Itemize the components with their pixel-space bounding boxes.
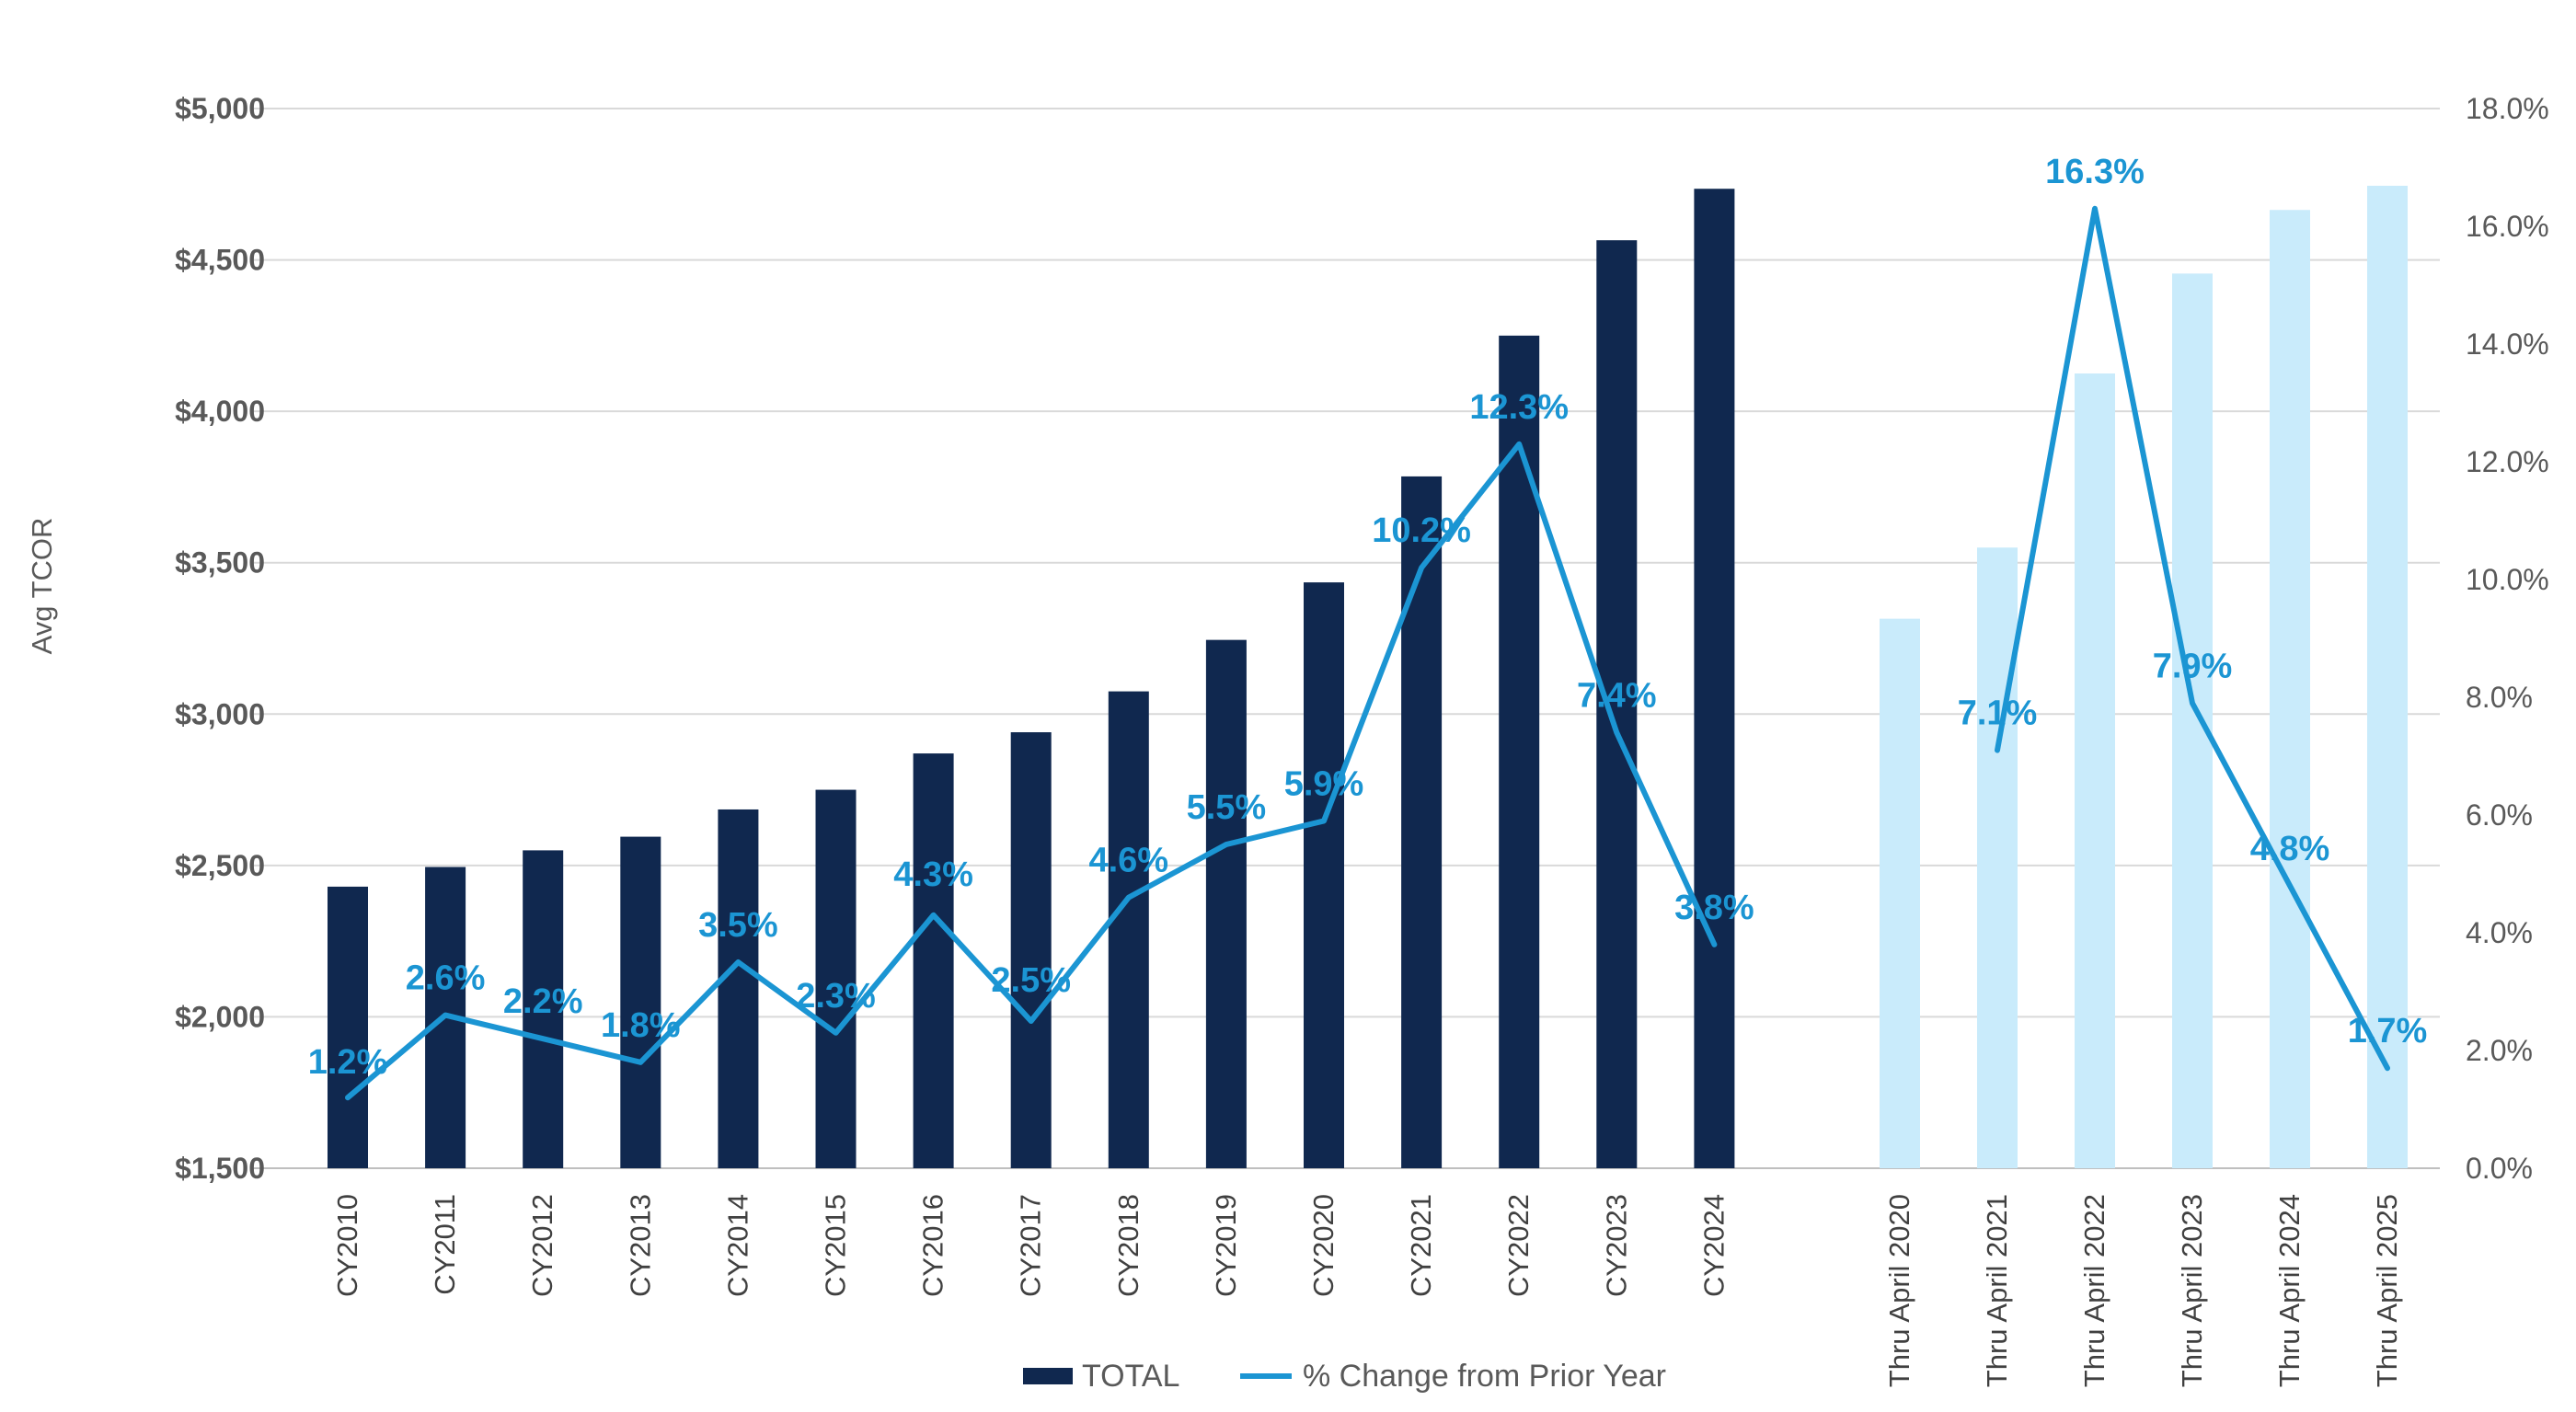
y-tick-label: $3,500 [175,546,265,580]
category-label: CY2020 [1307,1194,1340,1297]
y2-tick-label: 6.0% [2466,798,2533,832]
change-lines [345,205,2390,1101]
category-label: CY2017 [1015,1194,1047,1297]
pct-change-label: 12.3% [1469,388,1569,427]
pct-change-label: 3.8% [1674,889,1754,927]
bar-total [523,850,564,1168]
pct-change-label: 4.6% [1088,842,1168,880]
pct-change-label: 4.3% [893,855,973,894]
category-label: Thru April 2025 [2371,1194,2403,1387]
bar-total [2172,273,2213,1169]
pct-change-label: 2.6% [406,959,486,998]
category-label: CY2014 [721,1194,753,1297]
pct-change-line [345,441,1718,1101]
category-label: CY2021 [1405,1194,1437,1297]
category-label: CY2022 [1502,1194,1535,1297]
bar-total [1108,691,1149,1168]
category-label: CY2011 [429,1194,461,1295]
category-label: CY2013 [624,1194,656,1297]
y2-tick-label: 4.0% [2466,916,2533,949]
y-tick-label: $2,000 [175,1000,265,1033]
y-axis-left: $1,500 $2,000 $2,500 $3,000 $3,500 $4,000 $4,5… [175,92,265,1185]
pct-change-label: 7.4% [1577,676,1657,715]
category-label: CY2023 [1600,1194,1632,1297]
bar-total [2075,373,2115,1168]
bar-total [913,753,954,1168]
category-label: CY2024 [1697,1194,1730,1297]
pct-change-label: 7.9% [2153,647,2233,685]
y2-tick-label: 16.0% [2466,210,2549,243]
y2-tick-label: 18.0% [2466,92,2549,125]
category-label: CY2018 [1112,1194,1144,1297]
bar-total [620,836,661,1168]
bar-total [1977,547,2018,1168]
bar-total [1401,476,1443,1168]
y2-tick-label: 12.0% [2466,445,2549,478]
category-label: Thru April 2021 [1981,1194,2013,1387]
y-tick-label: $1,500 [175,1152,265,1185]
pct-change-label: 2.3% [796,977,876,1016]
legend-total-swatch [1023,1368,1073,1384]
x-axis-labels: CY2010 CY2011 CY2012 CY2013 CY2014 CY2015 CY20… [331,1194,2403,1387]
pct-change-line [1995,205,2390,1072]
bar-total [1304,582,1344,1168]
bar-total [1694,189,1735,1168]
pct-change-label: 3.5% [698,906,778,945]
legend-change-label: % Change from Prior Year [1303,1359,1666,1394]
category-label: CY2015 [820,1194,852,1297]
legend-total-label: TOTAL [1082,1359,1179,1394]
bar-total [1499,335,1540,1168]
category-label: Thru April 2023 [2176,1194,2208,1387]
y-axis-title: Avg TCOR [26,518,58,655]
pct-change-label: 2.5% [991,961,1071,1000]
legend: TOTAL % Change from Prior Year [1023,1359,1666,1394]
bar-total [1010,732,1052,1168]
bar-total [2367,185,2408,1169]
pct-change-label: 10.2% [1372,511,1471,550]
category-label: CY2019 [1210,1194,1242,1297]
bar-total [1596,240,1638,1169]
gridlines [250,108,2440,1169]
y-tick-label: $3,000 [175,697,265,730]
y2-tick-label: 0.0% [2466,1152,2533,1185]
pct-change-label: 16.3% [2045,153,2145,191]
data-labels: 1.2% 2.6% 2.2% 1.8% 3.5% 2.3% 4.3% 2.5% 4.6% 5.5%… [308,153,2428,1082]
bar-total [815,789,857,1168]
pct-change-label: 5.9% [1284,764,1364,803]
category-label: CY2016 [917,1194,949,1297]
category-label: CY2012 [526,1194,558,1297]
y2-tick-label: 10.0% [2466,563,2549,596]
pct-change-label: 1.7% [2348,1012,2428,1050]
category-label: Thru April 2020 [1883,1194,1915,1387]
y-tick-label: $5,000 [175,92,265,125]
y-tick-label: $2,500 [175,849,265,882]
bar-total [718,809,759,1168]
bar-total [328,886,368,1168]
pct-change-label: 5.5% [1187,788,1267,827]
y2-tick-label: 8.0% [2466,681,2533,714]
y2-tick-label: 14.0% [2466,327,2549,361]
y-tick-label: $4,000 [175,395,265,428]
bar-total [2270,210,2310,1169]
y-axis-right: 0.0% 2.0% 4.0% 6.0% 8.0% 10.0% 12.0% 14.0% 16.0%… [2466,92,2549,1185]
category-label: Thru April 2024 [2273,1194,2306,1387]
pct-change-label: 2.2% [503,982,583,1021]
y-tick-label: $4,500 [175,244,265,277]
category-label: CY2010 [331,1194,363,1297]
pct-change-label: 7.1% [1958,695,2038,733]
bar-total [1880,618,1920,1168]
bar-total [1205,639,1247,1168]
category-label: Thru April 2022 [2078,1194,2110,1387]
pct-change-label: 1.2% [308,1043,388,1082]
y2-tick-label: 2.0% [2466,1034,2533,1067]
pct-change-label: 1.8% [601,1006,681,1045]
pct-change-label: 4.8% [2250,830,2330,868]
